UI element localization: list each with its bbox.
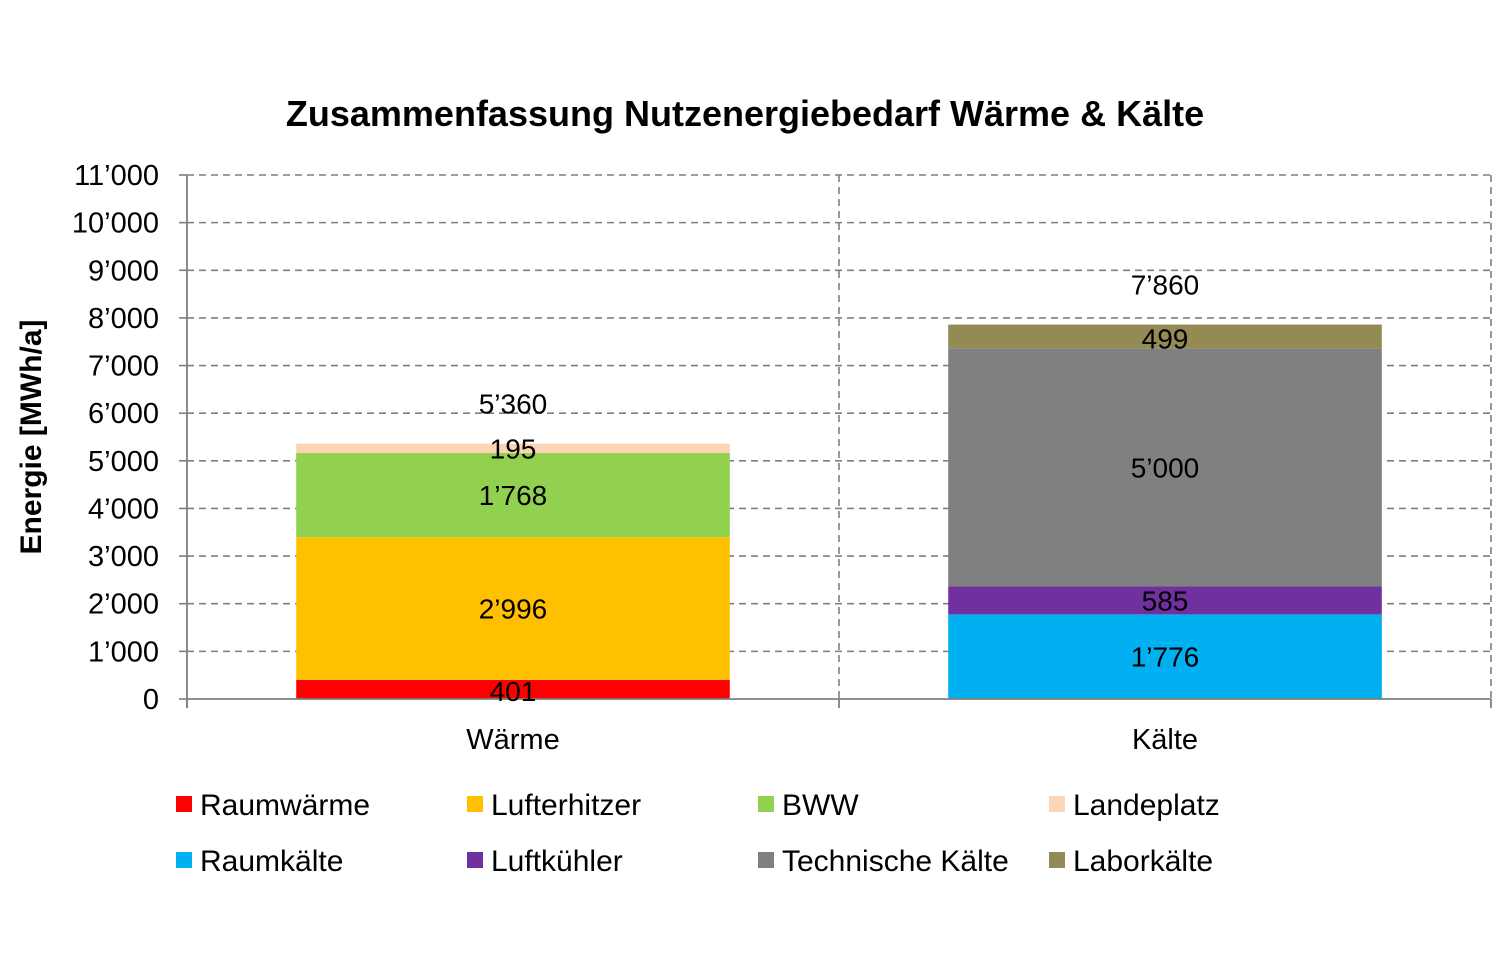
data-label: 499	[1142, 324, 1189, 355]
bar-segment	[948, 614, 1382, 699]
data-label: 1’768	[479, 480, 548, 511]
bar-segment	[948, 348, 1382, 587]
bar-segment	[296, 537, 730, 680]
y-axis-label: Energie [MWh/a]	[15, 319, 48, 554]
legend-item: Laborkälte	[1049, 845, 1213, 878]
legend-swatch	[176, 852, 192, 868]
chart-title: Zusammenfassung Nutzenergiebedarf Wärme …	[286, 93, 1204, 134]
y-tick-label: 6’000	[88, 398, 159, 430]
bar-segment	[296, 452, 730, 538]
legend-label: BWW	[782, 789, 859, 822]
legend-label: Lufterhitzer	[491, 789, 641, 822]
data-label: 1’776	[1131, 642, 1200, 673]
bar-segment	[948, 586, 1382, 615]
bar-segment	[948, 324, 1382, 349]
y-tick-label: 8’000	[88, 303, 159, 335]
x-tick-label: Wärme	[466, 724, 559, 756]
legend-swatch	[1049, 852, 1065, 868]
y-tick-label: 9’000	[88, 255, 159, 287]
legend-label: Raumkälte	[200, 845, 343, 878]
bars	[296, 324, 1382, 699]
legend-swatch	[758, 852, 774, 868]
legend-label: Landeplatz	[1073, 789, 1220, 822]
data-labels: 401 2’996 1’768 195 5’360 1’776 585 5’000 499 7’8…	[479, 270, 1200, 707]
legend-item: BWW	[758, 789, 859, 822]
legend-swatch	[758, 796, 774, 812]
bar-segment	[296, 679, 730, 699]
total-label: 5’360	[479, 389, 548, 420]
y-tick-label: 7’000	[88, 351, 159, 383]
legend-label: Technische Kälte	[782, 845, 1009, 878]
bar-segment	[296, 443, 730, 453]
y-tick-label: 10’000	[72, 208, 159, 240]
data-label: 401	[490, 676, 537, 707]
data-label: 195	[490, 433, 537, 464]
y-tick-label: 4’000	[88, 493, 159, 525]
y-tick-label: 1’000	[88, 636, 159, 668]
y-tick-label: 5’000	[88, 446, 159, 478]
legend-item: Technische Kälte	[758, 845, 1009, 878]
total-label: 7’860	[1131, 270, 1200, 301]
legend: Raumwärme Lufterhitzer BWW Landeplatz Raumkä…	[176, 789, 1220, 878]
y-tick-label: 2’000	[88, 589, 159, 621]
legend-swatch	[176, 796, 192, 812]
legend-swatch	[467, 852, 483, 868]
legend-item: Raumkälte	[176, 845, 343, 878]
legend-label: Luftkühler	[491, 845, 623, 878]
legend-label: Laborkälte	[1073, 845, 1213, 878]
data-label: 585	[1142, 586, 1189, 617]
y-tick-labels: 0 1’000 2’000 3’000 4’000 5’000 6’000 7’000 8’00…	[72, 160, 159, 716]
legend-item: Landeplatz	[1049, 789, 1220, 822]
legend-item: Lufterhitzer	[467, 789, 641, 822]
y-tick-label: 0	[143, 684, 159, 716]
legend-item: Raumwärme	[176, 789, 370, 822]
y-tick-label: 3’000	[88, 541, 159, 573]
legend-label: Raumwärme	[200, 789, 370, 822]
data-label: 5’000	[1131, 452, 1200, 483]
axes	[179, 174, 1492, 708]
x-tick-labels: Wärme Kälte	[466, 724, 1198, 756]
legend-swatch	[1049, 796, 1065, 812]
y-tick-label: 11’000	[74, 160, 159, 192]
legend-swatch	[467, 796, 483, 812]
legend-item: Luftkühler	[467, 845, 623, 878]
data-label: 2’996	[479, 594, 548, 625]
x-tick-label: Kälte	[1132, 724, 1198, 756]
